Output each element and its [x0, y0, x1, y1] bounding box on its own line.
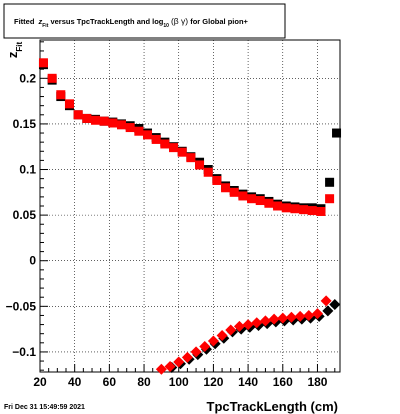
- data-point: [212, 175, 222, 185]
- x-tick-label: 180: [307, 375, 327, 389]
- data-point: [216, 330, 228, 342]
- series-1: [38, 60, 342, 214]
- data-point: [38, 58, 48, 68]
- data-point: [186, 153, 196, 163]
- x-tick-label: 120: [203, 375, 223, 389]
- data-point: [164, 361, 176, 373]
- x-tick-label: 20: [33, 375, 47, 389]
- y-axis-label-main: z: [5, 51, 20, 58]
- data-point: [181, 351, 193, 363]
- y-tick-label: 0: [29, 254, 36, 268]
- data-point: [303, 309, 315, 321]
- data-point: [325, 177, 335, 187]
- y-tick-label: 0.15: [13, 117, 37, 131]
- title-box: Fitted zFit versus TpcTrackLength and lo…: [3, 3, 286, 39]
- data-point: [117, 120, 127, 130]
- x-tick-label: 80: [137, 375, 151, 389]
- x-tick-label: 60: [103, 375, 117, 389]
- chart-title: Fitted zFit versus TpcTrackLength and lo…: [14, 16, 249, 29]
- data-series: [38, 58, 342, 375]
- data-point: [47, 73, 57, 83]
- title-suffix: for Global pion+: [188, 17, 248, 26]
- data-point: [242, 319, 254, 331]
- footer-timestamp: Fri Dec 31 15:49:59 2021: [4, 404, 85, 411]
- axis-ticks: 20 40 60 80 100 120 140 160 180 −0.1 −0.05 0 0.05 0.1…: [6, 41, 336, 389]
- data-point: [151, 134, 161, 144]
- series-4: [155, 295, 332, 375]
- data-point: [56, 90, 66, 100]
- series-3: [166, 299, 341, 373]
- series-2: [38, 58, 335, 216]
- data-point: [311, 308, 323, 320]
- data-point: [73, 110, 83, 120]
- x-tick-label: 140: [238, 375, 258, 389]
- data-point: [155, 363, 167, 375]
- data-point: [251, 317, 263, 329]
- data-point: [273, 201, 283, 211]
- data-point: [322, 305, 334, 317]
- data-point: [259, 315, 271, 327]
- data-point: [134, 126, 144, 136]
- y-axis-label: zFit: [5, 42, 24, 59]
- x-axis-label: TpcTrackLength (cm): [207, 399, 338, 414]
- data-point: [290, 204, 300, 214]
- data-point: [307, 206, 317, 216]
- data-point: [294, 310, 306, 322]
- data-point: [195, 160, 205, 170]
- data-point: [320, 295, 332, 307]
- data-point: [329, 299, 341, 311]
- title-z: z: [38, 17, 43, 26]
- data-point: [203, 167, 213, 177]
- x-tick-label: 160: [273, 375, 293, 389]
- data-point: [99, 116, 109, 126]
- data-point: [268, 313, 280, 325]
- y-tick-label: −0.05: [6, 299, 37, 313]
- x-tick-label: 100: [169, 375, 189, 389]
- data-point: [316, 206, 326, 216]
- data-point: [221, 183, 231, 193]
- data-point: [177, 147, 187, 157]
- y-tick-label: 0.2: [19, 71, 36, 85]
- data-point: [285, 311, 297, 323]
- data-point: [277, 312, 289, 324]
- data-point: [143, 130, 153, 140]
- data-point: [64, 99, 74, 109]
- y-tick-label: 0.1: [19, 163, 36, 177]
- data-point: [264, 198, 274, 208]
- y-axis-label-sub: Fit: [15, 42, 24, 52]
- data-point: [332, 128, 342, 138]
- data-point: [325, 194, 335, 204]
- data-point: [173, 356, 185, 368]
- data-point: [207, 335, 219, 347]
- data-point: [255, 196, 265, 206]
- y-tick-label: −0.1: [12, 345, 36, 359]
- data-point: [281, 203, 291, 213]
- title-prefix: Fitted: [14, 17, 37, 26]
- data-point: [199, 340, 211, 352]
- data-point: [190, 346, 202, 358]
- data-point: [169, 143, 179, 153]
- data-point: [108, 118, 118, 128]
- title-log-sub: 10: [163, 23, 169, 29]
- data-point: [160, 139, 170, 149]
- title-middle: versus TpcTrackLength and log: [48, 17, 163, 26]
- data-point: [225, 324, 237, 336]
- data-point: [238, 191, 248, 201]
- data-point: [233, 320, 245, 332]
- y-tick-label: 0.05: [13, 208, 37, 222]
- data-point: [247, 194, 257, 204]
- x-tick-label: 40: [68, 375, 82, 389]
- data-point: [299, 205, 309, 215]
- svg-text:zFit: zFit: [5, 42, 24, 59]
- title-z-sub: Fit: [42, 23, 48, 29]
- data-point: [90, 115, 100, 125]
- data-point: [82, 113, 92, 123]
- title-beta-gamma: (β γ): [171, 16, 188, 26]
- data-point: [125, 123, 135, 133]
- data-point: [229, 187, 239, 197]
